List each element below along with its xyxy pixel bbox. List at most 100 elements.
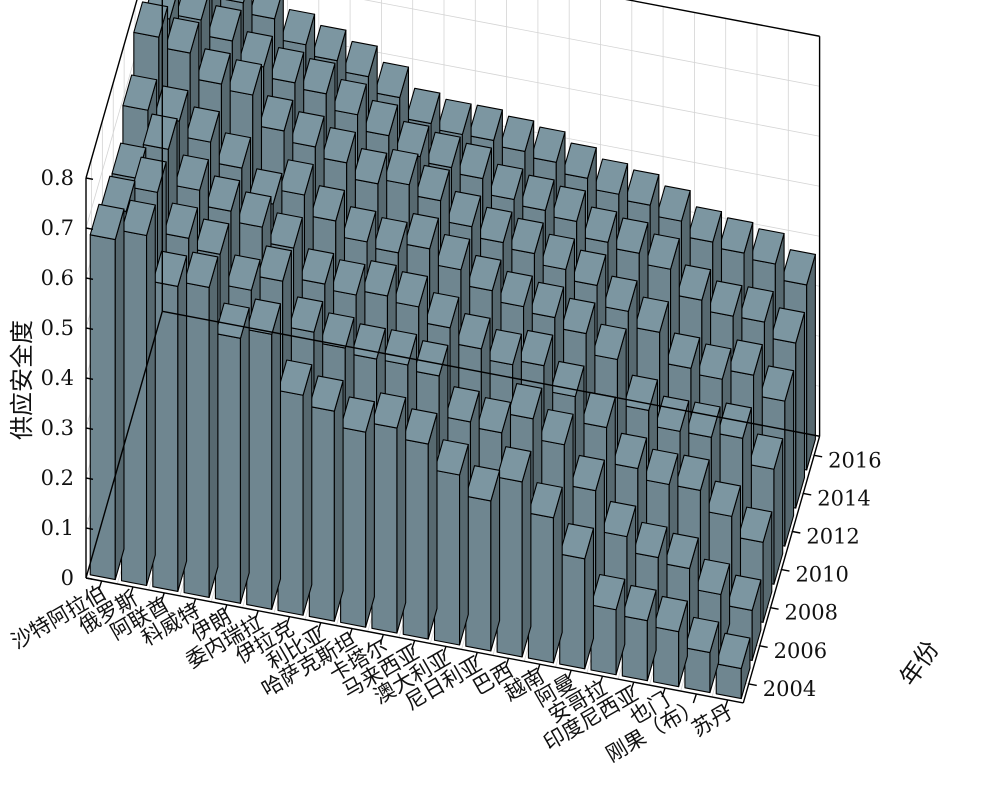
bar-top-face [507,382,543,420]
z-tick [85,377,94,380]
bar-top-face [308,375,344,412]
bar-top-face [695,558,731,596]
bar-top-face [632,521,668,559]
bar-top-face [342,40,378,78]
bar-top-face [225,254,261,291]
bar-top-face [748,433,784,470]
bar-front-face [465,495,492,652]
bar-top-face [131,156,167,193]
bar-top-face [737,506,773,543]
x-tick [410,640,416,650]
bar-top-face [590,573,626,611]
bar-top-face [706,480,742,517]
bar-top-face [382,329,418,366]
bar-top-face [424,292,460,329]
bar-side-face [302,364,313,616]
bar-top-face [383,148,419,186]
bar-top-face [341,206,377,243]
bar-top-face [497,270,533,308]
bar-top-face [624,169,660,206]
bar-top-face [749,228,785,265]
bar-top-face [435,233,471,271]
bar-top-face [465,465,501,502]
bar [590,573,626,676]
bar-top-face [707,280,743,317]
year-label: 2004 [763,677,816,701]
bar-top-face [676,264,712,301]
bar [402,408,438,640]
bar-top-face [644,233,680,270]
bar-front-face [684,647,711,694]
bar-top-face [433,439,469,476]
bar-side-face [208,256,219,598]
z-tick-label: 0.5 [41,316,74,340]
bar [684,616,720,694]
bar-top-face [718,217,754,254]
bar-top-face [655,185,691,222]
bar [214,302,250,604]
bar [496,446,532,658]
z-axis-title: 供应安全度 [8,320,36,440]
bar-front-face [559,553,586,670]
bar-top-face [559,523,595,560]
bar-top-face [496,446,532,483]
bar-top-face [663,532,699,570]
bar-top-face [715,632,751,670]
bar-top-face [289,111,325,148]
bar-top-face [623,374,659,411]
bar-top-face [593,158,629,195]
bar-top-face [236,191,272,228]
bar-side-face [521,450,532,658]
bar-side-face [146,204,156,587]
bar-top-face [487,328,522,366]
bar-front-face [214,333,242,604]
bar-front-face [715,663,742,700]
z-tick [85,327,94,330]
bar-front-face [340,426,367,628]
bar [715,632,751,700]
bar-top-face [280,8,316,46]
bar-side-face [795,312,806,509]
bar-top-face [371,392,407,429]
bar-top-face [466,254,502,292]
bar-top-face [404,213,439,250]
bar [89,203,125,581]
bar-top-face [184,106,220,143]
bar-top-face [571,249,607,286]
bar-top-face [195,48,231,85]
bar-top-face [549,360,585,398]
grid-line [363,0,820,87]
bar-top-face [164,17,200,54]
bar-top-face [436,98,472,136]
bar-top-face [781,249,816,286]
bar-top-face [696,343,732,380]
bar-top-face [527,482,563,519]
x-tick [442,646,447,656]
bar-side-face [806,253,816,471]
bar-side-face [271,303,282,610]
bar-top-face [374,61,410,99]
bar-top-face [591,323,627,361]
bar-top-face [653,595,688,633]
x-tick [348,628,353,638]
x-tick [598,675,604,686]
bar-top-face [133,1,169,38]
x-tick [191,598,197,609]
bar [559,523,595,670]
bar-side-face [177,255,188,593]
bar-top-face [372,217,408,254]
bar-top-face [665,332,701,369]
bar-top-face [216,132,252,169]
x-tick [567,670,572,680]
bar-front-face [433,469,461,646]
bar-top-face [476,397,512,434]
bar-top-face [214,302,250,339]
bar-top-face [311,24,347,62]
bar-top-face [183,251,219,288]
year-tick [748,683,757,687]
z-tick-label: 0.3 [41,416,74,440]
year-tick [759,645,768,648]
x-tick [661,687,666,698]
bar-top-face [277,359,313,396]
